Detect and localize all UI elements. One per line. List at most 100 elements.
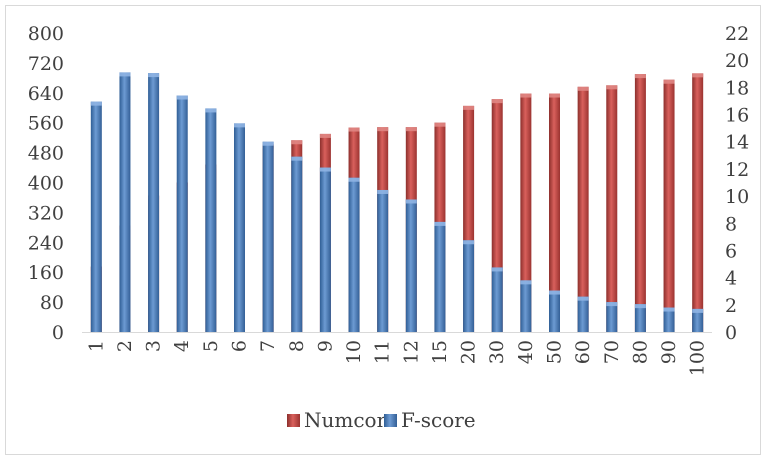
- fscore-bar-cap: [463, 240, 475, 245]
- numcon-bar: [663, 79, 675, 332]
- fscore-bar-cap: [148, 73, 160, 78]
- legend: Numcon F-score: [287, 408, 476, 432]
- fscore-bar-cap: [663, 307, 675, 312]
- fscore-bar-cap: [549, 290, 560, 295]
- fscore-bar-cap: [634, 304, 646, 309]
- x-axis-tick-label: 10: [343, 340, 365, 364]
- fscore-bar-cap: [692, 308, 704, 313]
- fscore-bar: [291, 156, 303, 332]
- fscore-bar: [606, 302, 618, 332]
- left-axis-tick-label: 160: [28, 262, 64, 284]
- x-axis-tick-label: 80: [629, 340, 651, 364]
- x-axis-tick-label: 12: [400, 340, 422, 364]
- fscore-bar: [90, 101, 102, 332]
- fscore-bar-cap: [577, 296, 589, 301]
- x-axis-tick-label: 70: [601, 340, 623, 364]
- fscore-bar-cap: [119, 72, 131, 77]
- fscore-bar: [692, 308, 704, 332]
- right-axis-tick-label: 4: [725, 268, 737, 290]
- left-axis-tick-label: 320: [28, 202, 64, 224]
- fscore-bar: [176, 95, 188, 332]
- left-axis-tick-label: 240: [28, 232, 64, 254]
- fscore-bar-cap: [377, 189, 389, 194]
- x-axis-tick-label: 1: [85, 340, 107, 352]
- numcon-bar: [634, 74, 646, 333]
- fscore-bar: [405, 199, 417, 332]
- x-axis-tick-label: 40: [515, 340, 537, 364]
- fscore-bar-cap: [520, 280, 532, 285]
- x-axis-tick-label: 50: [544, 340, 566, 364]
- fscore-bar-cap: [205, 108, 217, 113]
- x-axis-tick-label: 9: [314, 340, 336, 352]
- fscore-bar: [491, 267, 503, 332]
- numcon-bar: [491, 99, 503, 332]
- fscore-bar-cap: [491, 267, 503, 272]
- fscore-bar-cap: [434, 221, 446, 226]
- numcon-bar-cap: [291, 140, 303, 145]
- left-axis-tick-label: 480: [28, 143, 64, 165]
- x-axis-tick-label: 15: [429, 340, 451, 364]
- right-axis-tick-label: 22: [725, 23, 749, 45]
- numcon-bar-cap: [491, 99, 503, 104]
- fscore-bar: [577, 296, 589, 332]
- right-axis-tick-label: 0: [725, 322, 737, 344]
- fscore-bar-cap: [90, 101, 102, 106]
- right-axis-tick-label: 10: [725, 186, 749, 208]
- right-axis-tick-label: 8: [725, 213, 737, 235]
- x-axis-tick-label: 8: [286, 340, 308, 352]
- numcon-bar: [692, 73, 704, 333]
- right-axis-tick-label: 6: [725, 240, 737, 262]
- numcon-bar-cap: [463, 105, 475, 110]
- numcon-bar-cap: [434, 122, 446, 127]
- fscore-bar: [663, 307, 675, 332]
- numcon-bar: [549, 93, 560, 332]
- numcon-bar-cap: [692, 73, 704, 78]
- x-axis-tick-label: 7: [257, 340, 279, 352]
- numcon-bar-cap: [520, 93, 532, 98]
- numcon-bar: [606, 85, 618, 332]
- numcon-bar-cap: [663, 79, 675, 84]
- fscore-bar-cap: [262, 141, 274, 146]
- right-axis-tick-label: 14: [725, 132, 749, 154]
- right-axis-tick-label: 20: [725, 50, 749, 72]
- fscore-bar: [520, 280, 532, 332]
- fscore-bar-cap: [234, 123, 245, 128]
- numcon-bar: [463, 105, 475, 332]
- numcon-bar: [577, 86, 589, 332]
- x-axis-tick-label: 4: [171, 340, 193, 352]
- numcon-bar-cap: [405, 127, 417, 132]
- legend-label: Numcon: [304, 408, 390, 432]
- fscore-bar: [634, 304, 646, 332]
- x-axis-tick-label: 5: [200, 340, 222, 352]
- right-axis-tick-label: 16: [725, 105, 749, 127]
- fscore-bar-cap: [291, 156, 303, 161]
- fscore-bar: [463, 240, 475, 332]
- x-axis-tick-label: 3: [143, 340, 165, 352]
- left-axis-tick-label: 0: [52, 322, 64, 344]
- fscore-bar-cap: [606, 302, 618, 307]
- x-axis-tick-label: 90: [658, 340, 680, 364]
- numcon-bar-cap: [377, 127, 389, 132]
- x-axis-tick-label: 2: [114, 340, 136, 352]
- left-axis-tick-label: 80: [40, 292, 64, 314]
- legend-swatch: [287, 414, 300, 427]
- numcon-bar-cap: [319, 133, 331, 138]
- numcon-bar: [520, 93, 532, 332]
- right-axis-tick-label: 12: [725, 159, 749, 181]
- right-axis-tick-label: 2: [725, 295, 737, 317]
- fscore-bar: [234, 123, 245, 332]
- x-axis-tick-label: 30: [486, 340, 508, 364]
- fscore-bar: [434, 221, 446, 332]
- fscore-bar-cap: [405, 199, 417, 204]
- fscore-bar: [549, 290, 560, 332]
- fscore-bar: [262, 141, 274, 332]
- x-axis-tick-label: 60: [572, 340, 594, 364]
- right-axis-tick-label: 18: [725, 77, 749, 99]
- x-axis-tick-label: 6: [229, 340, 251, 352]
- x-axis-tick-label: 20: [458, 340, 480, 364]
- fscore-bar-cap: [319, 167, 331, 172]
- x-axis-tick-label: 100: [687, 340, 709, 376]
- fscore-bar: [148, 73, 160, 332]
- left-axis-tick-label: 400: [28, 173, 64, 195]
